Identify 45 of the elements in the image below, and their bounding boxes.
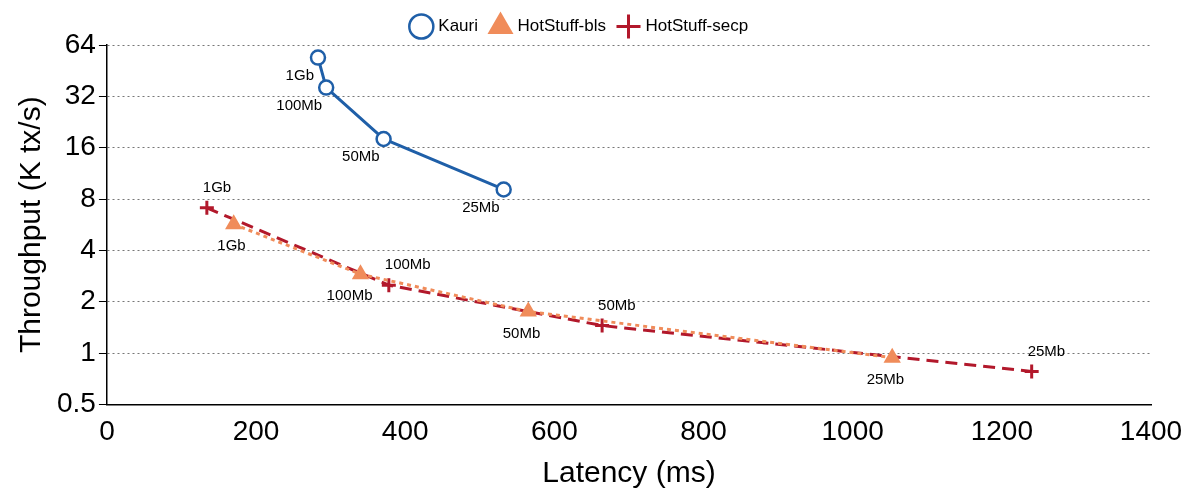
legend-label: HotStuff-secp xyxy=(645,16,749,36)
y-tick-label: 0.5 xyxy=(56,387,96,419)
x-tick-label: 200 xyxy=(232,414,280,446)
x-axis-title: Latency (ms) xyxy=(542,455,716,489)
x-tick-label: 1000 xyxy=(821,414,884,446)
y-tick-label: 16 xyxy=(64,130,96,162)
point xyxy=(520,303,536,317)
point xyxy=(317,79,335,96)
x-tick-label: 800 xyxy=(680,414,727,446)
annotation: 100Mb xyxy=(276,95,323,113)
point xyxy=(198,199,216,217)
point xyxy=(226,215,242,230)
annotation: 25Mb xyxy=(1027,341,1066,359)
annotation: 1Gb xyxy=(285,65,314,83)
point xyxy=(309,49,327,66)
x-tick-label: 400 xyxy=(381,414,429,446)
y-tick-label: 32 xyxy=(64,79,96,111)
x-tick-label: 600 xyxy=(531,414,578,446)
y-tick-label: 2 xyxy=(80,284,96,316)
annotation: 25Mb xyxy=(462,197,500,215)
point xyxy=(495,181,512,198)
annotation: 100Mb xyxy=(384,255,431,273)
point xyxy=(380,276,398,294)
point xyxy=(375,130,392,148)
point xyxy=(1023,362,1041,380)
y-tick-label: 64 xyxy=(64,27,96,59)
x-tick-label: 1400 xyxy=(1119,414,1183,446)
y-tick-label: 1 xyxy=(80,335,96,367)
point xyxy=(593,317,611,335)
point xyxy=(352,265,369,280)
legend-label: HotStuff-bls xyxy=(517,16,607,36)
point xyxy=(884,349,900,363)
annotation: 100Mb xyxy=(326,286,373,304)
annotation: 50Mb xyxy=(342,147,380,165)
annotation: 50Mb xyxy=(502,323,541,341)
x-tick-label: 0 xyxy=(99,414,115,446)
x-tick-label: 1200 xyxy=(970,414,1033,446)
y-axis-title: Throughput (K tx/s) xyxy=(13,96,47,354)
annotation: 50Mb xyxy=(598,295,636,313)
annotation: 1Gb xyxy=(202,178,232,196)
annotation: 25Mb xyxy=(866,369,905,387)
y-tick-label: 4 xyxy=(80,233,96,265)
annotation: 1Gb xyxy=(217,236,246,254)
y-tick-label: 8 xyxy=(80,181,96,213)
legend-label: Kauri xyxy=(438,16,478,36)
